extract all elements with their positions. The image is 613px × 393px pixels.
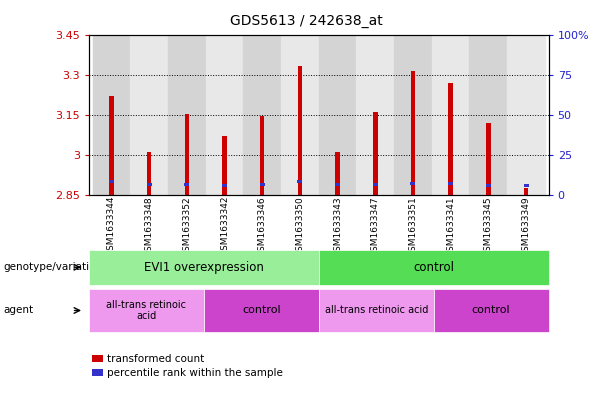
Bar [335,152,340,195]
Bar [394,35,432,195]
Bar [131,35,168,195]
Bar [223,136,227,195]
Bar [319,35,356,195]
Bar [470,35,507,195]
Text: genotype/variation: genotype/variation [3,262,102,272]
Bar [524,188,528,195]
Bar [297,180,302,183]
Bar [168,35,206,195]
Bar [373,112,378,195]
Bar [260,116,264,195]
Text: EVI1 overexpression: EVI1 overexpression [144,261,264,274]
Bar [356,35,394,195]
Bar [260,183,265,186]
Bar [524,184,528,187]
Bar [335,183,340,186]
Bar [298,66,302,195]
Bar [147,152,151,195]
Bar [92,355,103,362]
Bar [93,35,131,195]
Bar [222,184,227,187]
Bar [109,180,114,183]
Text: agent: agent [3,305,33,316]
Bar [411,182,416,185]
Bar [486,184,491,187]
Text: control: control [472,305,511,316]
Text: all-trans retinoic acid: all-trans retinoic acid [324,305,428,316]
Bar [432,35,470,195]
Text: control: control [413,261,454,274]
Bar [92,369,103,376]
Bar [206,35,243,195]
Bar [185,183,189,186]
Bar [486,123,490,195]
Bar [109,96,114,195]
Bar [281,35,319,195]
Bar [373,183,378,186]
Text: percentile rank within the sample: percentile rank within the sample [107,367,283,378]
Text: control: control [242,305,281,316]
Bar [185,114,189,195]
Bar [507,35,545,195]
Text: all-trans retinoic
acid: all-trans retinoic acid [106,300,186,321]
Bar [243,35,281,195]
Bar [448,83,453,195]
Bar [448,182,453,185]
Bar [411,71,415,195]
Bar [147,183,151,186]
Text: transformed count: transformed count [107,354,205,364]
Text: GDS5613 / 242638_at: GDS5613 / 242638_at [230,14,383,28]
